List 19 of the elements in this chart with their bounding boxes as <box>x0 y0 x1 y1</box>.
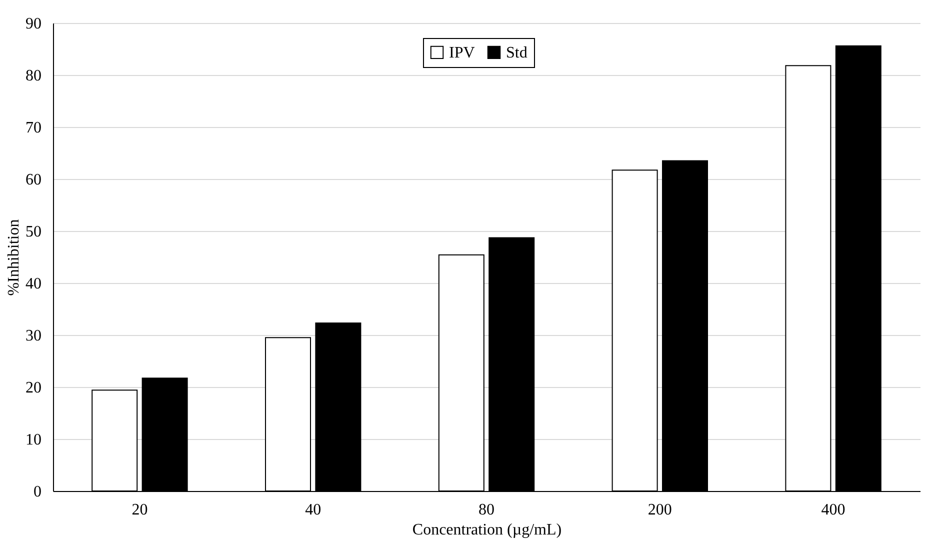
y-tick-label: 80 <box>26 68 42 84</box>
y-tick-label: 50 <box>26 224 42 240</box>
x-axis-title: Concentration (µg/mL) <box>412 522 562 538</box>
x-tick-label: 40 <box>305 502 322 518</box>
y-tick-label: 40 <box>26 276 42 292</box>
x-tick-label: 20 <box>132 502 148 518</box>
x-tick-label: 400 <box>821 502 846 518</box>
y-tick-label: 10 <box>26 432 42 448</box>
y-tick-label: 60 <box>26 172 42 188</box>
x-tick-label: 80 <box>478 502 494 518</box>
y-tick-label: 20 <box>26 380 42 396</box>
x-tick-label: 200 <box>648 502 672 518</box>
y-tick-label: 30 <box>26 328 42 344</box>
y-axis-title: %Inhibition <box>6 219 22 296</box>
y-tick-label: 0 <box>34 484 42 500</box>
y-tick-label: 70 <box>26 120 42 136</box>
y-tick-label: 90 <box>26 16 42 32</box>
legend-label: Std <box>506 44 528 62</box>
legend-label: IPV <box>449 44 476 62</box>
